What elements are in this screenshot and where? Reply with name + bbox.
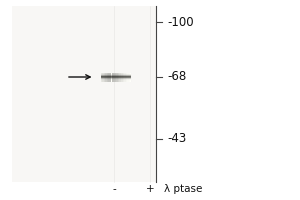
Bar (100, 79, 130, 80)
Bar (100, 78, 130, 79)
Bar (119, 72, 121, 82)
Bar (108, 72, 110, 82)
Bar (113, 72, 115, 82)
Bar (100, 75, 130, 76)
Bar (105, 72, 107, 82)
Bar (107, 72, 108, 82)
Bar (118, 72, 119, 82)
Text: -68: -68 (167, 71, 186, 84)
Bar (130, 72, 132, 82)
Bar (112, 72, 113, 82)
Bar (100, 72, 102, 82)
Bar (121, 72, 122, 82)
Bar (104, 72, 105, 82)
Bar (100, 77, 130, 78)
Bar (102, 72, 104, 82)
Text: +: + (146, 184, 154, 194)
Text: -43: -43 (167, 132, 186, 146)
Bar (126, 72, 127, 82)
Text: -100: -100 (167, 16, 194, 28)
Bar (123, 72, 124, 82)
Text: -: - (112, 184, 116, 194)
Bar (100, 73, 130, 74)
Bar (12, 6, 156, 182)
Bar (115, 72, 116, 82)
Bar (100, 80, 130, 81)
Text: λ ptase: λ ptase (164, 184, 202, 194)
Bar (129, 72, 130, 82)
Bar (100, 76, 130, 77)
Bar (110, 72, 112, 82)
Bar (124, 72, 126, 82)
Bar (127, 72, 129, 82)
Bar (100, 81, 130, 82)
Bar (116, 72, 118, 82)
Bar (100, 74, 130, 75)
